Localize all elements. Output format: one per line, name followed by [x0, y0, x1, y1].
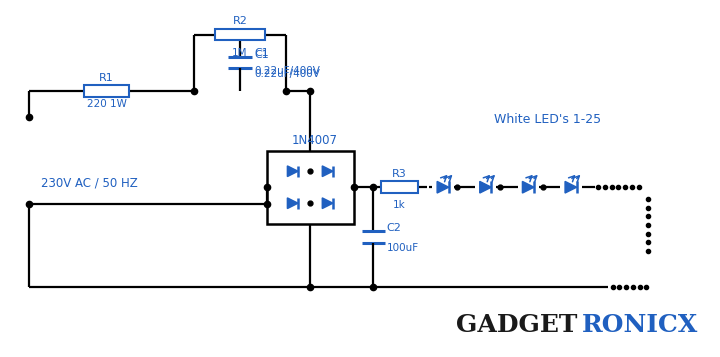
Text: GADGET: GADGET: [456, 313, 577, 337]
Bar: [84, 85, 129, 97]
Polygon shape: [287, 166, 298, 177]
Text: 0.22uF/400V: 0.22uF/400V: [254, 70, 320, 80]
Text: 230V AC / 50 HZ: 230V AC / 50 HZ: [41, 176, 138, 189]
Bar: [215, 29, 265, 40]
Text: C1: C1: [254, 50, 269, 60]
Text: RONICX: RONICX: [582, 313, 698, 337]
Polygon shape: [523, 181, 534, 193]
Text: 1M: 1M: [232, 48, 248, 58]
Polygon shape: [323, 166, 333, 177]
Text: White LED's 1-25: White LED's 1-25: [494, 114, 601, 126]
Text: C1: C1: [254, 48, 269, 58]
Text: 0.22uF/400V: 0.22uF/400V: [254, 66, 320, 76]
Polygon shape: [437, 181, 449, 193]
Polygon shape: [480, 181, 491, 193]
Bar: [266, 151, 354, 223]
Text: R2: R2: [233, 16, 247, 26]
Text: R1: R1: [99, 73, 114, 83]
Polygon shape: [323, 198, 333, 208]
Text: 100uF: 100uF: [387, 243, 419, 253]
Text: 1N4007: 1N4007: [292, 134, 338, 147]
Bar: [381, 181, 418, 193]
Text: C2: C2: [387, 223, 402, 233]
Polygon shape: [565, 181, 577, 193]
Text: R3: R3: [392, 169, 407, 178]
Text: 1k: 1k: [393, 200, 405, 210]
Polygon shape: [287, 198, 298, 208]
Text: 220 1W: 220 1W: [86, 99, 127, 109]
